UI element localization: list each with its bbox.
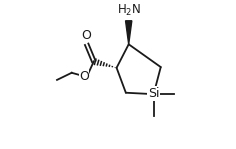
Text: Si: Si <box>148 87 159 100</box>
Text: O: O <box>79 70 89 83</box>
Text: O: O <box>81 29 91 42</box>
Text: H$_2$N: H$_2$N <box>117 3 141 18</box>
Polygon shape <box>126 21 132 44</box>
